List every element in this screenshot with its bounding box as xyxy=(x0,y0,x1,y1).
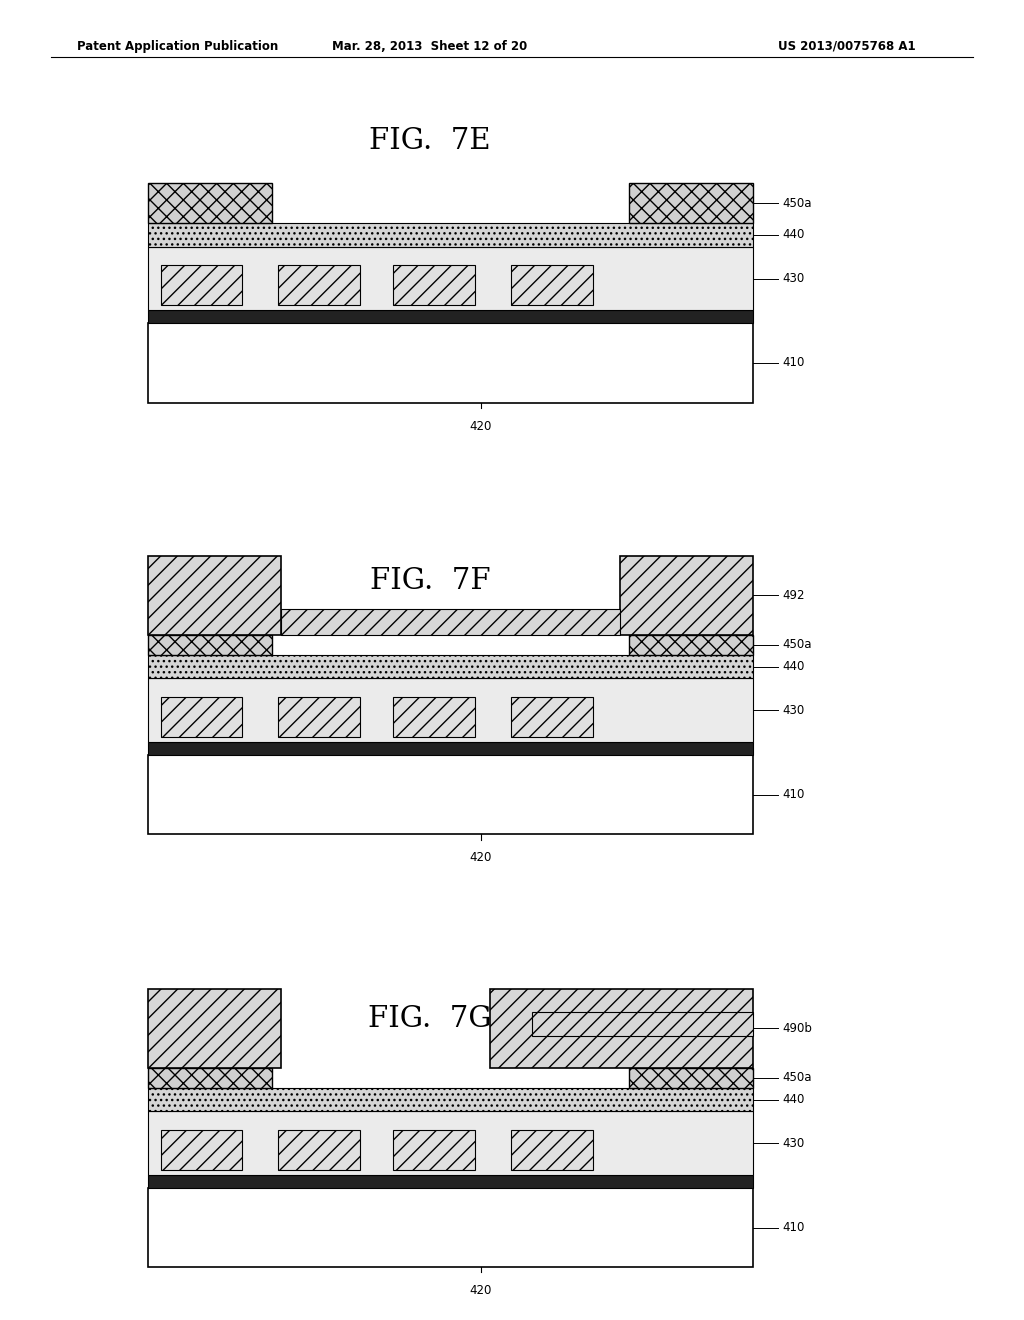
Bar xyxy=(511,697,593,737)
Bar xyxy=(393,265,475,305)
Bar xyxy=(148,1188,753,1267)
Text: FIG.  7F: FIG. 7F xyxy=(370,566,490,595)
Bar xyxy=(393,697,475,737)
Bar xyxy=(148,989,282,1068)
Bar xyxy=(279,1130,360,1170)
Bar xyxy=(148,556,282,635)
Text: 490b: 490b xyxy=(782,1022,812,1035)
Bar xyxy=(532,1012,753,1036)
Text: 420: 420 xyxy=(470,851,492,865)
Bar xyxy=(161,265,242,305)
Bar xyxy=(393,1130,475,1170)
Bar xyxy=(148,323,753,403)
Text: US 2013/0075768 A1: US 2013/0075768 A1 xyxy=(778,40,915,53)
Bar xyxy=(148,183,272,223)
Text: 450a: 450a xyxy=(782,1072,812,1084)
Bar xyxy=(489,989,753,1068)
Bar xyxy=(629,1068,753,1088)
Bar xyxy=(148,742,753,755)
Bar xyxy=(148,755,753,834)
Bar xyxy=(629,635,753,655)
Bar xyxy=(511,1130,593,1170)
Text: 440: 440 xyxy=(782,228,805,242)
Bar xyxy=(511,265,593,305)
Bar xyxy=(620,556,753,635)
Bar xyxy=(161,697,242,737)
Bar xyxy=(148,678,753,742)
Text: FIG.  7G: FIG. 7G xyxy=(369,1005,492,1034)
Text: 492: 492 xyxy=(782,589,805,602)
Text: 450a: 450a xyxy=(782,639,812,651)
Text: Patent Application Publication: Patent Application Publication xyxy=(77,40,279,53)
Bar xyxy=(148,247,753,310)
Bar xyxy=(148,1088,753,1111)
Bar xyxy=(148,655,753,678)
Text: FIG.  7E: FIG. 7E xyxy=(370,127,490,156)
Text: 440: 440 xyxy=(782,660,805,673)
Bar xyxy=(148,310,753,323)
Bar xyxy=(148,1068,272,1088)
Text: 430: 430 xyxy=(782,272,805,285)
Text: Mar. 28, 2013  Sheet 12 of 20: Mar. 28, 2013 Sheet 12 of 20 xyxy=(333,40,527,53)
Bar xyxy=(629,183,753,223)
Bar xyxy=(279,697,360,737)
Bar xyxy=(148,1175,753,1188)
Text: 450a: 450a xyxy=(782,197,812,210)
Text: 430: 430 xyxy=(782,1137,805,1150)
Text: 430: 430 xyxy=(782,704,805,717)
Text: 410: 410 xyxy=(782,788,805,801)
Bar xyxy=(282,609,620,635)
Bar xyxy=(148,635,272,655)
Text: 410: 410 xyxy=(782,356,805,370)
Bar xyxy=(148,1111,753,1175)
Text: 410: 410 xyxy=(782,1221,805,1234)
Bar xyxy=(161,1130,242,1170)
Text: 420: 420 xyxy=(470,420,492,433)
Bar xyxy=(148,223,753,247)
Text: 420: 420 xyxy=(470,1284,492,1298)
Text: 440: 440 xyxy=(782,1093,805,1106)
Bar xyxy=(279,265,360,305)
